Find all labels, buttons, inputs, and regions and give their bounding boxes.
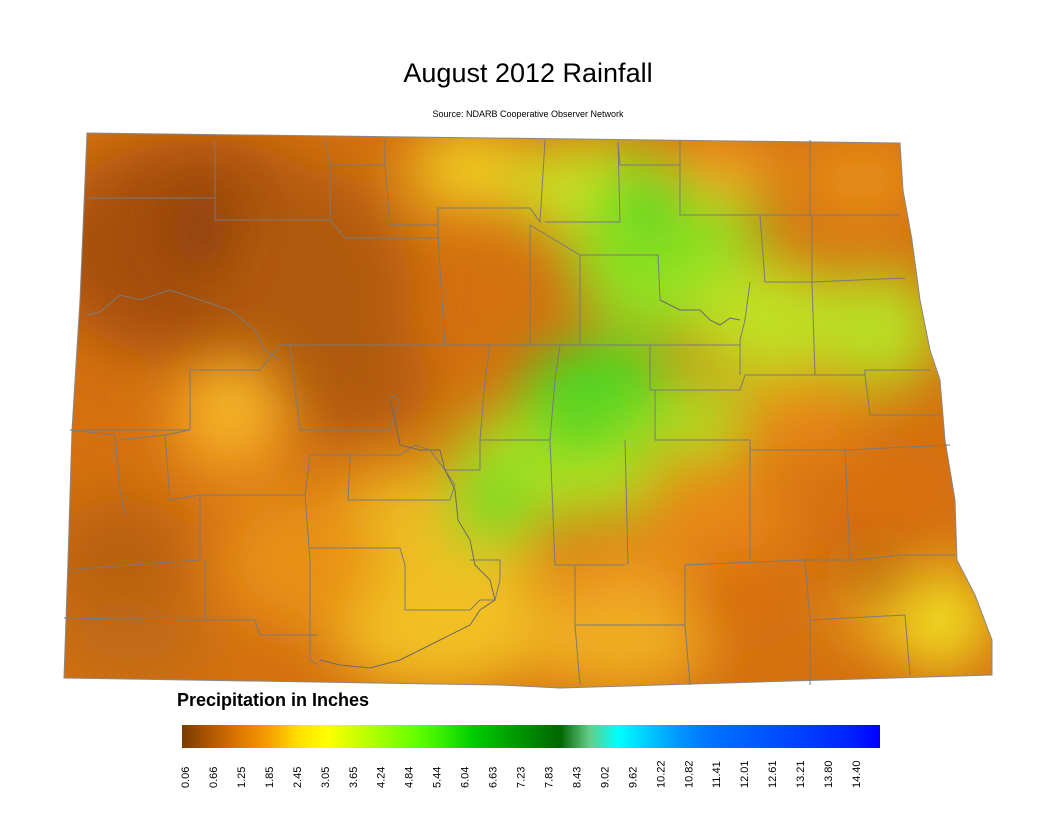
legend-tick-label: 4.84 [404, 767, 416, 788]
legend-tick-label: 9.02 [599, 767, 611, 788]
legend-tick-label: 12.61 [767, 760, 779, 788]
legend-tick-label: 0.06 [180, 767, 192, 788]
legend-tick-label: 2.45 [292, 767, 304, 788]
legend-tick-label: 7.83 [543, 767, 555, 788]
map-title: August 2012 Rainfall [403, 58, 653, 88]
legend-tick-label: 9.62 [627, 767, 639, 788]
legend-tick-label: 13.80 [823, 760, 835, 788]
state-outline [63, 132, 993, 689]
legend-tick-label: 4.24 [376, 767, 388, 788]
legend-tick-label: 1.85 [264, 767, 276, 788]
legend-tick-label: 6.04 [460, 767, 472, 788]
legend-tick-label: 10.82 [683, 760, 695, 788]
legend-tick-label: 14.40 [851, 760, 863, 788]
legend-color-bar [182, 725, 880, 748]
legend-tick-label: 8.43 [571, 767, 583, 788]
legend-tick-label: 1.25 [236, 767, 248, 788]
precip-surface [64, 133, 992, 688]
legend-tick-label: 3.65 [348, 767, 360, 788]
legend-ticks: 0.06 0.66 1.25 1.85 2.45 3.05 3.65 4.24 4.84 5.44… [180, 760, 863, 788]
legend-tick-label: 5.44 [432, 767, 444, 788]
map-source: Source: NDARB Cooperative Observer Netwo… [432, 109, 624, 119]
county-boundaries [63, 139, 955, 686]
legend-tick-label: 12.01 [739, 760, 751, 788]
legend-tick-label: 13.21 [795, 760, 807, 788]
legend-tick-label: 10.22 [655, 760, 667, 788]
legend-tick-label: 7.23 [516, 767, 528, 788]
legend-tick-label: 11.41 [711, 761, 723, 788]
legend-tick-label: 6.63 [488, 767, 500, 788]
legend-title: Precipitation in Inches [177, 690, 370, 710]
legend-tick-label: 3.05 [320, 767, 332, 788]
river-boundary [319, 299, 741, 669]
legend-tick-label: 0.66 [208, 767, 220, 788]
